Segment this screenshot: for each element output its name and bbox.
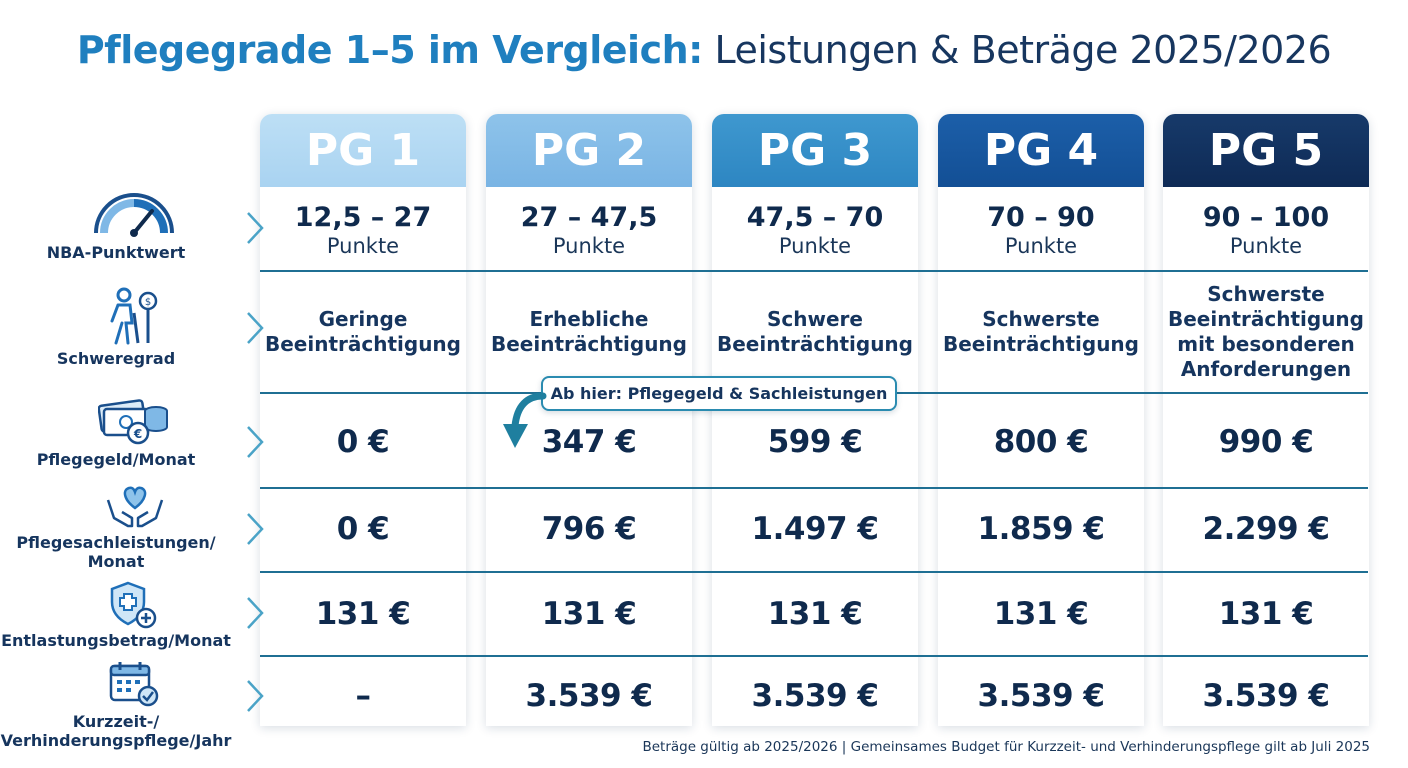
sachleistungen-pg2: 796 € — [541, 511, 637, 547]
hands-heart-icon — [106, 486, 164, 528]
sachleistungen-pg5: 2.299 € — [1202, 511, 1330, 547]
title-rest: Leistungen & Beträge 2025/2026 — [714, 28, 1332, 72]
points-unit: Punkte — [778, 234, 852, 258]
entlastung-pg4: 131 € — [993, 596, 1089, 632]
points-range: 90 – 100 — [1202, 202, 1330, 233]
column-header-pg2: PG 2 — [486, 114, 692, 187]
pflegegeld-pg4: 800 € — [993, 424, 1089, 460]
entlastung-pg2: 131 € — [541, 596, 637, 632]
column-pg1: PG 1 — [260, 114, 466, 726]
column-pg2: PG 2 — [486, 114, 692, 726]
row-label-entlastung: Entlastungsbetrag/Monat — [1, 631, 231, 650]
points-range: 47,5 – 70 — [746, 202, 884, 233]
column-header-pg1: PG 1 — [260, 114, 466, 187]
row-divider — [260, 270, 1368, 272]
severity-cell-pg5: Schwerste Beeinträchtigung mit besonderen A… — [1163, 280, 1369, 384]
sachleistungen-pg4: 1.859 € — [977, 511, 1105, 547]
curved-arrow-icon — [503, 392, 547, 448]
points-cell-pg4: 70 – 90 Punkte — [938, 196, 1144, 266]
pflegegeld-pg2: 347 € — [541, 424, 637, 460]
column-header-pg3: PG 3 — [712, 114, 918, 187]
severity-line: Geringe — [318, 307, 408, 331]
severity-cell-pg3: Schwere Beeinträchtigung — [712, 272, 918, 392]
column-pg3: PG 3 — [712, 114, 918, 726]
points-cell-pg5: 90 – 100 Punkte — [1163, 196, 1369, 266]
entlastung-pg5: 131 € — [1218, 596, 1314, 632]
column-pg5: PG 5 — [1163, 114, 1369, 726]
kurzzeit-pg3: 3.539 € — [751, 678, 879, 714]
row-divider — [260, 655, 1368, 657]
severity-cell-pg4: Schwerste Beeinträchtigung — [938, 272, 1144, 392]
row-label-sachleistungen: Pflegesachleistungen/ Monat — [0, 533, 232, 571]
row-divider — [260, 487, 1368, 489]
kurzzeit-pg4: 3.539 € — [977, 678, 1105, 714]
pflegegeld-pg5: 990 € — [1218, 424, 1314, 460]
points-unit: Punkte — [1004, 234, 1078, 258]
entlastung-pg3: 131 € — [767, 596, 863, 632]
severity-cell-pg1: Geringe Beeinträchtigung — [260, 272, 466, 392]
svg-text:€: € — [133, 427, 142, 441]
severity-line: Schwerste — [1207, 282, 1325, 306]
severity-cell-pg2: Erhebliche Beeinträchtigung — [486, 272, 692, 392]
points-cell-pg3: 47,5 – 70 Punkte — [712, 196, 918, 266]
row-label-line: Monat — [87, 552, 145, 571]
chevron-right-icon — [247, 212, 264, 244]
pflegegeld-pg3: 599 € — [767, 424, 863, 460]
row-label-pflegegeld: Pflegegeld/Monat — [36, 450, 196, 469]
points-range: 12,5 – 27 — [294, 202, 432, 233]
shield-cross-icon — [110, 581, 157, 629]
chevron-right-icon — [247, 426, 264, 458]
money-coins-icon: € — [98, 399, 168, 445]
footnote: Beträge gültig ab 2025/2026 | Gemeinsame… — [642, 739, 1370, 755]
severity-line: Beeinträchtigung — [1167, 307, 1364, 331]
gauge-icon — [94, 193, 174, 237]
severity-line: Erhebliche — [529, 307, 649, 331]
points-unit: Punkte — [326, 234, 400, 258]
row-label-line: Kurzzeit-/ — [72, 712, 160, 731]
points-cell-pg1: 12,5 – 27 Punkte — [260, 196, 466, 266]
svg-text:$: $ — [145, 297, 151, 308]
column-pg4: PG 4 — [938, 114, 1144, 726]
entlastung-pg1: 131 € — [315, 596, 411, 632]
calendar-check-icon — [109, 662, 159, 707]
sachleistungen-pg3: 1.497 € — [751, 511, 879, 547]
points-range: 70 – 90 — [987, 202, 1095, 233]
chevron-right-icon — [247, 513, 264, 545]
severity-line: Anforderungen — [1180, 357, 1352, 381]
severity-line: Beeinträchtigung — [490, 332, 687, 356]
points-range: 27 – 47,5 — [520, 202, 658, 233]
severity-line: Beeinträchtigung — [716, 332, 913, 356]
chevron-right-icon — [247, 597, 264, 629]
kurzzeit-pg2: 3.539 € — [525, 678, 653, 714]
row-divider — [260, 571, 1368, 573]
points-unit: Punkte — [1229, 234, 1303, 258]
row-label-nba: NBA-Punktwert — [46, 243, 186, 262]
column-header-pg5: PG 5 — [1163, 114, 1369, 187]
kurzzeit-pg5: 3.539 € — [1202, 678, 1330, 714]
severity-line: Schwere — [767, 307, 863, 331]
page-title: Pflegegrade 1–5 im Vergleich: Leistungen… — [0, 28, 1408, 72]
kurzzeit-pg1: – — [355, 678, 372, 714]
severity-line: Beeinträchtigung — [942, 332, 1139, 356]
row-label-line: Pflegesachleistungen/ — [16, 533, 216, 552]
row-label-kurzzeit: Kurzzeit-/ Verhinderungspflege/Jahr — [0, 712, 232, 750]
row-label-schweregrad: Schweregrad — [56, 349, 176, 368]
pflegegeld-pg1: 0 € — [336, 424, 390, 460]
elderly-person-icon: $ — [110, 287, 158, 345]
column-header-pg4: PG 4 — [938, 114, 1144, 187]
chevron-right-icon — [247, 312, 264, 344]
points-cell-pg2: 27 – 47,5 Punkte — [486, 196, 692, 266]
sachleistungen-pg1: 0 € — [336, 511, 390, 547]
severity-line: mit besonderen — [1177, 332, 1355, 356]
points-unit: Punkte — [552, 234, 626, 258]
severity-line: Beeinträchtigung — [264, 332, 461, 356]
row-label-line: Verhinderungspflege/Jahr — [0, 731, 232, 750]
severity-line: Schwerste — [982, 307, 1100, 331]
chevron-right-icon — [247, 680, 264, 712]
title-highlight: Pflegegrade 1–5 im Vergleich: — [76, 28, 704, 72]
callout-pflegegeld-start: Ab hier: Pflegegeld & Sachleistungen — [541, 376, 897, 411]
